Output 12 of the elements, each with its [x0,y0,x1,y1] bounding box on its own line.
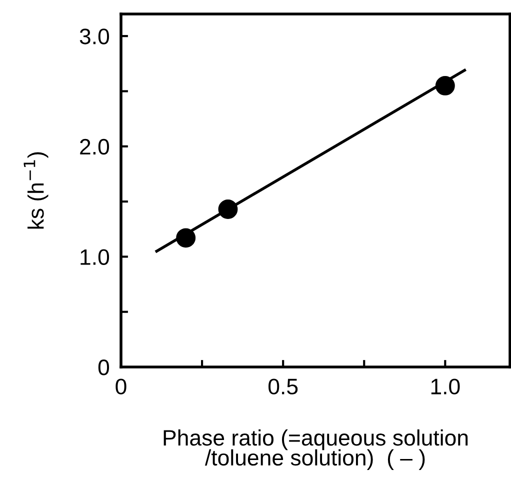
y-tick-label: 3.0 [80,28,110,44]
x-tick-label: 0 [116,378,126,394]
x-tick-label: 0.5 [268,378,298,394]
point [218,200,238,219]
y-tick-label: 1.0 [80,249,110,265]
point [176,228,196,248]
y-axis-title: ks (h$^{−1}$) [24,152,48,229]
point [435,76,455,96]
x-axis-title: Phase ratio (=aqueous solution /toluene solution) ( – ) [164,429,468,470]
x-tick-label: 1.0 [431,378,460,394]
y-tick-label: 0 [98,360,110,376]
y-tick-label: 2.0 [80,138,110,155]
